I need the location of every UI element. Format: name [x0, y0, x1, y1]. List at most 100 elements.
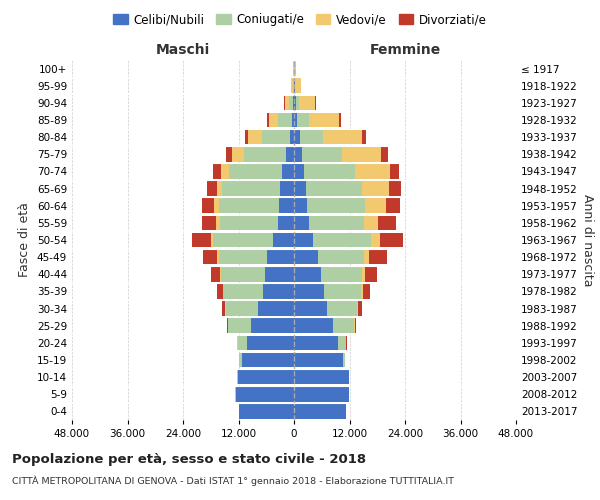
Bar — [339, 112, 341, 128]
Bar — [294, 78, 295, 93]
Bar — [213, 232, 273, 248]
Bar — [238, 370, 294, 384]
Bar — [273, 232, 294, 248]
Bar — [362, 182, 389, 196]
Bar — [362, 284, 370, 298]
Text: Popolazione per età, sesso e stato civile - 2018: Popolazione per età, sesso e stato civil… — [12, 452, 366, 466]
Bar — [211, 267, 220, 281]
Bar — [203, 250, 217, 264]
Bar — [294, 232, 313, 248]
Bar — [294, 147, 302, 162]
Bar — [306, 182, 362, 196]
Bar — [294, 164, 304, 178]
Bar — [221, 267, 265, 281]
Bar — [307, 198, 365, 213]
Bar — [236, 387, 294, 402]
Bar — [227, 318, 228, 333]
Bar — [362, 267, 365, 281]
Bar — [218, 250, 267, 264]
Y-axis label: Anni di nascita: Anni di nascita — [581, 194, 594, 286]
Bar — [338, 336, 346, 350]
Bar — [304, 164, 355, 178]
Bar — [239, 404, 294, 418]
Bar — [294, 336, 338, 350]
Bar — [371, 232, 380, 248]
Bar — [269, 112, 278, 128]
Bar — [294, 370, 349, 384]
Bar — [294, 216, 309, 230]
Bar — [346, 336, 347, 350]
Bar — [341, 147, 381, 162]
Bar — [295, 78, 301, 93]
Bar — [232, 147, 244, 162]
Bar — [381, 147, 388, 162]
Bar — [221, 164, 229, 178]
Bar — [239, 352, 242, 368]
Bar — [369, 250, 386, 264]
Bar — [219, 198, 279, 213]
Bar — [212, 164, 221, 178]
Bar — [299, 96, 315, 110]
Bar — [378, 216, 396, 230]
Bar — [251, 318, 294, 333]
Bar — [293, 96, 294, 110]
Bar — [362, 130, 366, 144]
Bar — [389, 182, 401, 196]
Bar — [285, 96, 289, 110]
Bar — [244, 147, 286, 162]
Text: Maschi: Maschi — [156, 42, 210, 56]
Bar — [236, 370, 238, 384]
Bar — [294, 302, 328, 316]
Bar — [358, 302, 362, 316]
Bar — [267, 250, 294, 264]
Bar — [292, 112, 294, 128]
Bar — [286, 147, 294, 162]
Text: Femmine: Femmine — [370, 42, 440, 56]
Bar — [226, 302, 258, 316]
Bar — [294, 284, 324, 298]
Bar — [294, 404, 346, 418]
Bar — [245, 130, 248, 144]
Bar — [343, 352, 345, 368]
Bar — [315, 96, 316, 110]
Bar — [217, 216, 220, 230]
Bar — [278, 112, 292, 128]
Bar — [299, 130, 323, 144]
Bar — [294, 112, 297, 128]
Bar — [217, 284, 223, 298]
Bar — [267, 112, 269, 128]
Bar — [220, 216, 278, 230]
Bar — [309, 216, 364, 230]
Bar — [297, 112, 309, 128]
Bar — [328, 302, 358, 316]
Bar — [283, 164, 294, 178]
Bar — [223, 302, 225, 316]
Bar — [278, 216, 294, 230]
Bar — [223, 182, 280, 196]
Bar — [324, 284, 361, 298]
Bar — [238, 336, 247, 350]
Bar — [313, 232, 371, 248]
Bar — [294, 182, 306, 196]
Bar — [226, 147, 232, 162]
Bar — [295, 62, 296, 76]
Bar — [220, 267, 221, 281]
Text: CITTÀ METROPOLITANA DI GENOVA - Dati ISTAT 1° gennaio 2018 - Elaborazione TUTTIT: CITTÀ METROPOLITANA DI GENOVA - Dati IST… — [12, 476, 454, 486]
Bar — [364, 216, 378, 230]
Bar — [296, 96, 299, 110]
Bar — [229, 164, 283, 178]
Bar — [211, 232, 213, 248]
Bar — [294, 267, 321, 281]
Bar — [294, 96, 296, 110]
Bar — [292, 78, 293, 93]
Bar — [192, 232, 211, 248]
Legend: Celibi/Nubili, Coniugati/e, Vedovi/e, Divorziati/e: Celibi/Nubili, Coniugati/e, Vedovi/e, Di… — [109, 8, 491, 31]
Bar — [294, 352, 343, 368]
Bar — [235, 387, 236, 402]
Bar — [364, 250, 369, 264]
Bar — [294, 318, 334, 333]
Bar — [247, 336, 294, 350]
Bar — [202, 198, 214, 213]
Bar — [323, 130, 362, 144]
Bar — [321, 267, 362, 281]
